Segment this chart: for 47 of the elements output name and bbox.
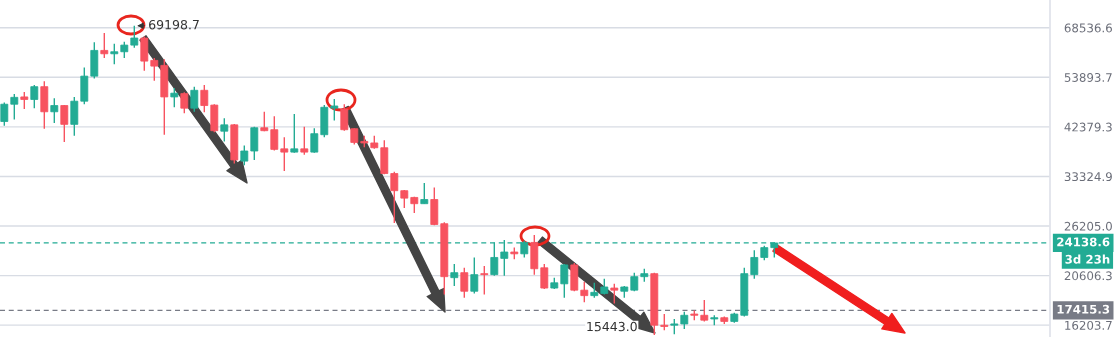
- y-tick-label: 42379.3: [1064, 122, 1112, 132]
- candlestick: [580, 281, 589, 304]
- y-tick-label: 68536.6: [1064, 23, 1112, 33]
- candlestick: [200, 84, 209, 113]
- candlestick: [470, 256, 479, 295]
- candlestick: [30, 84, 39, 109]
- candlestick: [220, 117, 229, 143]
- candlestick: [10, 93, 19, 121]
- candlestick: [300, 126, 309, 156]
- candlestick: [340, 103, 349, 132]
- y-tick-label: 26205.0: [1064, 221, 1112, 231]
- candlestick: [280, 136, 289, 172]
- candlestick: [480, 265, 489, 296]
- candlestick: [610, 283, 619, 305]
- candlestick: [290, 113, 299, 154]
- candlestick: [310, 127, 319, 154]
- candlestick: [180, 91, 189, 114]
- candlestick: [390, 171, 399, 224]
- y-tick-label: 20606.3: [1064, 271, 1112, 281]
- candlestick: [450, 263, 459, 287]
- ref-line-label: 24138.6: [1057, 237, 1110, 247]
- candlestick: [170, 87, 179, 108]
- candlestick: [420, 182, 429, 205]
- candlestick: [150, 57, 159, 82]
- candlestick: [540, 263, 549, 290]
- candlestick: [330, 98, 339, 122]
- candlestick: [250, 126, 259, 161]
- y-tick-label: 16203.7: [1065, 320, 1112, 330]
- annotation: 15443.0: [587, 321, 637, 332]
- candlestick: [750, 249, 759, 280]
- candlestick: [190, 85, 199, 113]
- annotation: 69198.7: [149, 19, 199, 30]
- candlestick: [100, 32, 109, 59]
- candlestick: [560, 263, 569, 299]
- candlestick: [270, 115, 279, 152]
- text: 3d 23h: [1065, 254, 1110, 264]
- ref-line-label: 17415.3: [1057, 304, 1110, 314]
- candlestick: [0, 101, 9, 127]
- candlestick: [60, 104, 69, 143]
- candlestick: [50, 97, 59, 124]
- candlestick: [240, 144, 249, 166]
- y-tick-label: 33324.9: [1064, 172, 1112, 182]
- candlestick: [460, 267, 469, 299]
- y-tick-label: 53893.7: [1064, 73, 1112, 82]
- candlestick: [140, 35, 149, 72]
- candlestick: [70, 96, 79, 137]
- candlestick: [110, 43, 119, 65]
